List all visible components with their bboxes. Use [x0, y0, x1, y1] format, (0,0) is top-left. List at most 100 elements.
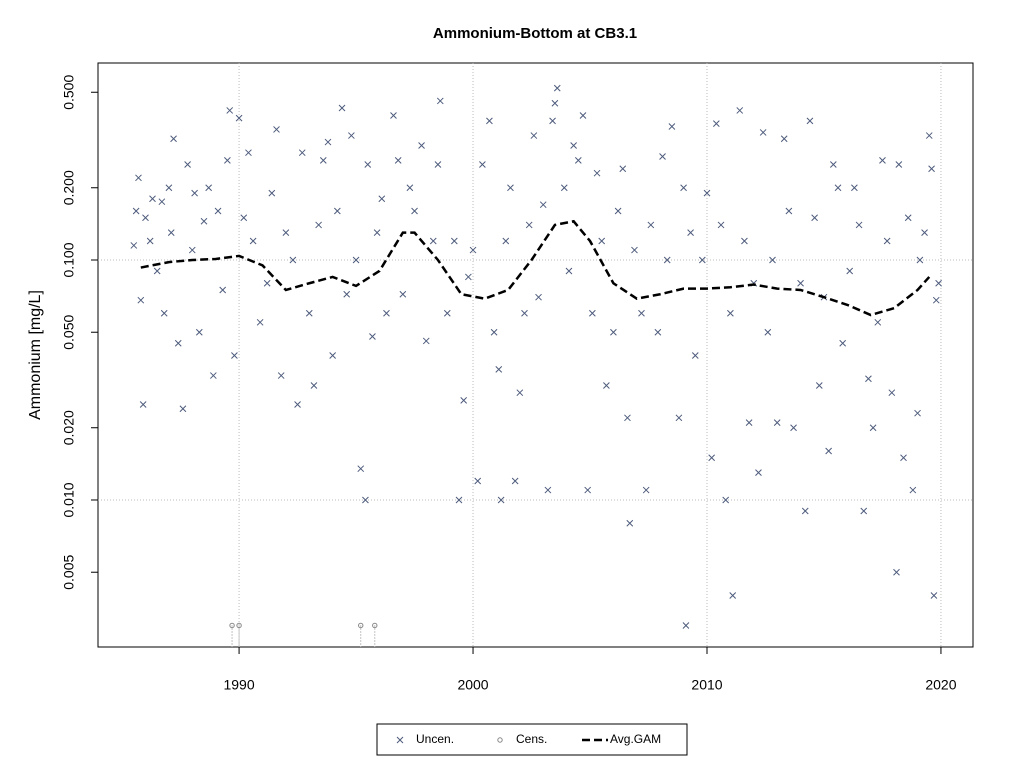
x-tick-label: 2020 — [925, 677, 956, 693]
data-point — [928, 165, 935, 173]
data-point — [815, 382, 823, 389]
data-point — [825, 447, 833, 455]
data-point — [755, 469, 762, 476]
data-point — [479, 161, 486, 168]
data-point — [305, 309, 313, 317]
data-point — [619, 165, 627, 173]
data-point — [511, 477, 519, 485]
data-point — [142, 214, 149, 222]
data-point — [429, 237, 437, 245]
data-point — [224, 157, 231, 164]
data-point — [273, 126, 280, 133]
data-point — [443, 309, 451, 317]
y-tick-label: 0.010 — [61, 482, 77, 517]
data-point — [469, 246, 477, 254]
data-point — [289, 256, 297, 264]
data-point — [394, 157, 402, 164]
legend-label: Cens. — [516, 732, 547, 746]
data-point — [153, 267, 161, 275]
data-point — [631, 246, 638, 254]
data-point — [530, 132, 538, 139]
data-point — [680, 184, 687, 192]
data-point — [137, 296, 145, 304]
data-point — [490, 328, 498, 336]
censored-point — [372, 622, 378, 629]
data-point — [888, 389, 896, 397]
data-point — [209, 372, 217, 379]
data-point — [411, 207, 418, 215]
data-point — [638, 309, 645, 317]
data-point — [603, 382, 610, 389]
legend-swatch — [497, 737, 503, 743]
data-point — [687, 229, 694, 237]
data-point — [214, 207, 222, 215]
data-point — [226, 107, 234, 114]
data-point — [165, 184, 173, 192]
data-point — [598, 237, 606, 245]
legend-box — [376, 723, 688, 756]
data-point — [703, 189, 711, 197]
data-point — [535, 293, 542, 301]
data-point — [675, 414, 683, 422]
data-point — [668, 123, 676, 130]
data-point — [759, 129, 767, 136]
data-point — [282, 229, 290, 237]
data-point — [205, 184, 213, 192]
data-point — [263, 279, 271, 287]
plot-frame — [97, 62, 974, 648]
data-point — [497, 496, 505, 504]
data-point — [698, 256, 706, 264]
data-point — [626, 519, 634, 527]
data-point — [579, 112, 587, 119]
data-point — [624, 414, 631, 422]
data-point — [146, 237, 154, 245]
data-point — [315, 221, 322, 229]
data-point — [455, 496, 463, 504]
y-tick-label: 0.050 — [61, 315, 77, 350]
data-point — [373, 229, 381, 237]
data-point — [329, 352, 337, 359]
data-point — [764, 328, 772, 336]
data-point — [486, 117, 493, 125]
y-tick-label: 0.500 — [61, 75, 77, 110]
legend-swatch — [396, 736, 404, 744]
data-point — [551, 99, 559, 107]
data-point — [502, 237, 510, 245]
data-point — [614, 207, 622, 215]
data-point — [925, 132, 933, 139]
data-point — [240, 214, 248, 222]
data-point — [900, 454, 907, 462]
data-point — [268, 189, 276, 197]
data-point — [654, 328, 662, 336]
data-point — [460, 397, 468, 404]
data-point — [659, 153, 666, 160]
data-point — [245, 149, 252, 157]
data-point — [909, 486, 917, 494]
data-point — [434, 161, 442, 168]
data-point — [736, 107, 744, 114]
data-point — [584, 486, 592, 494]
data-point — [851, 184, 858, 192]
data-point — [708, 454, 716, 462]
data-point — [916, 256, 924, 264]
data-point — [235, 114, 243, 122]
data-point — [507, 184, 514, 192]
data-point — [184, 161, 191, 168]
data-point — [722, 496, 730, 504]
data-point — [647, 221, 655, 229]
data-point — [811, 214, 818, 222]
data-point — [549, 117, 556, 125]
data-point — [516, 389, 524, 397]
data-point — [883, 237, 891, 245]
y-tick-label: 0.200 — [61, 170, 77, 205]
data-point — [310, 382, 318, 389]
y-axis-label: Ammonium [mg/L] — [27, 290, 44, 420]
data-point — [879, 157, 886, 164]
data-point — [319, 157, 327, 164]
data-point — [930, 592, 938, 599]
data-point — [231, 352, 238, 359]
data-point — [932, 296, 940, 304]
data-point — [560, 184, 568, 192]
data-point — [565, 267, 573, 275]
data-point — [160, 309, 168, 317]
